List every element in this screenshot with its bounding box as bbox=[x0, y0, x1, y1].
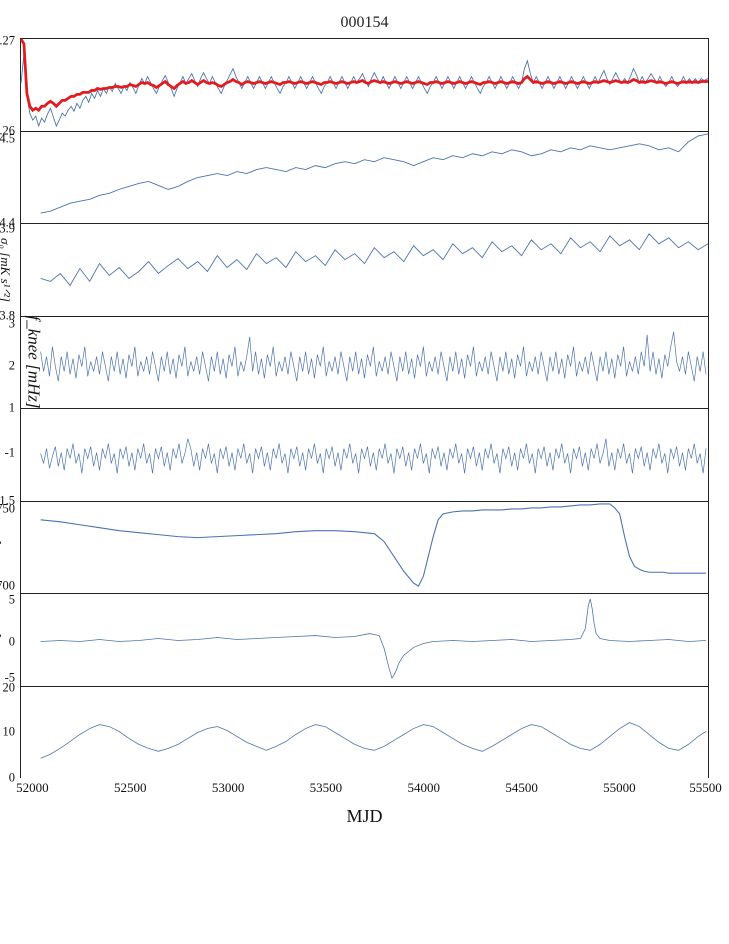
panel-sigma0-du: σ₀ [du] 4.4 4.5 bbox=[20, 131, 709, 224]
yticks-fknee: 1 2 3 bbox=[0, 317, 21, 409]
svg-b0 bbox=[21, 502, 708, 594]
xtick-5: 54500 bbox=[505, 780, 538, 796]
ytick-b1-1: 0 bbox=[9, 635, 15, 650]
xtick-4: 54000 bbox=[408, 780, 441, 796]
ytick-s0mk-1: 3.9 bbox=[0, 221, 15, 236]
svg-sigma0-mk bbox=[21, 224, 708, 316]
ytick-fknee-1: 2 bbox=[9, 358, 15, 373]
panel-g: g 0.26 0.27 bbox=[20, 38, 709, 131]
series-g-raw bbox=[21, 54, 708, 126]
panels-container: g 0.26 0.27 σ₀ [du] 4.4 4.5 σ₀ [mK s¹ᐟ²] bbox=[20, 38, 709, 827]
svg-alpha bbox=[21, 409, 708, 501]
series-alpha bbox=[41, 439, 706, 474]
series-g-smoothed bbox=[21, 39, 708, 110]
svg-fknee bbox=[21, 317, 708, 409]
series-sigma0-du bbox=[41, 133, 708, 212]
xaxis-label: MJD bbox=[20, 806, 709, 827]
ytick-chi2-0: 0 bbox=[9, 771, 15, 786]
panel-sigma0-mk: σ₀ [mK s¹ᐟ²] 3.8 3.9 bbox=[20, 223, 709, 316]
svg-chi2 bbox=[21, 687, 708, 779]
xticks-row: 52000 52500 53000 53500 54000 54500 5500… bbox=[20, 778, 709, 804]
panel-b0: b₀ 12700 12750 bbox=[20, 501, 709, 594]
panel-alpha: α -1.5 -1 bbox=[20, 408, 709, 501]
svg-sigma0-du bbox=[21, 132, 708, 224]
xtick-7: 55500 bbox=[689, 780, 722, 796]
yticks-g: 0.26 0.27 bbox=[0, 39, 21, 131]
xtick-3: 53500 bbox=[310, 780, 343, 796]
yticks-sigma0-mk: 3.8 3.9 bbox=[0, 224, 21, 316]
ytick-b0-0: 12700 bbox=[0, 578, 15, 593]
ytick-chi2-2: 20 bbox=[3, 681, 16, 696]
ytick-b0-1: 12750 bbox=[0, 501, 15, 516]
panel-chi2: χ² 0 10 20 bbox=[20, 686, 709, 779]
ytick-g-1: 0.27 bbox=[0, 33, 15, 48]
xtick-6: 55000 bbox=[603, 780, 636, 796]
xtick-1: 52500 bbox=[114, 780, 147, 796]
chart-title: 000154 bbox=[0, 0, 729, 38]
ytick-alpha-1: -1 bbox=[5, 445, 15, 460]
ylabel-fknee: f_knee [mHz] bbox=[24, 316, 44, 409]
series-b1 bbox=[41, 599, 706, 678]
series-fknee bbox=[41, 331, 706, 380]
ytick-s0du-1: 4.5 bbox=[0, 131, 15, 146]
series-sigma0-mk bbox=[41, 234, 708, 285]
xtick-2: 53000 bbox=[212, 780, 245, 796]
yticks-b1: 5 0 -5 bbox=[0, 594, 21, 686]
yticks-sigma0-du: 4.4 4.5 bbox=[0, 132, 21, 224]
xtick-0: 52000 bbox=[16, 780, 49, 796]
ytick-b1-0: 5 bbox=[9, 593, 15, 608]
chart-figure: 000154 g 0.26 0.27 σ₀ [du] 4.4 4.5 bbox=[0, 0, 729, 944]
series-b0 bbox=[41, 503, 706, 585]
yticks-chi2: 0 10 20 bbox=[0, 687, 21, 779]
panel-b1: b₁ 5 0 -5 bbox=[20, 593, 709, 686]
yticks-alpha: -1.5 -1 bbox=[0, 409, 21, 501]
series-chi2 bbox=[41, 722, 706, 758]
ytick-chi2-1: 10 bbox=[3, 725, 16, 740]
panel-fknee: f_knee [mHz] 1 2 3 bbox=[20, 316, 709, 409]
svg-g bbox=[21, 39, 708, 131]
yticks-b0: 12700 12750 bbox=[0, 502, 21, 594]
ytick-fknee-2: 3 bbox=[9, 316, 15, 331]
svg-b1 bbox=[21, 594, 708, 686]
